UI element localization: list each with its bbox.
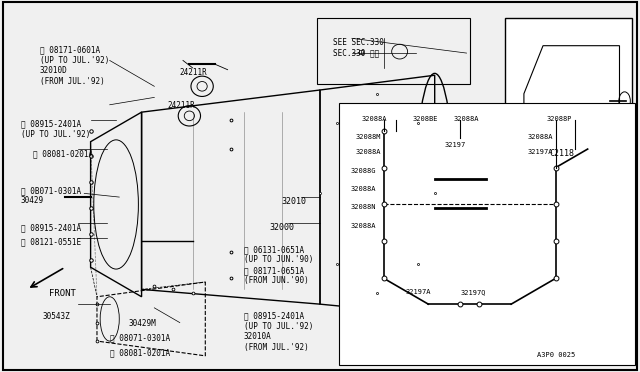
Text: Ⓑ 08081-0201A: Ⓑ 08081-0201A [33, 149, 93, 158]
Text: Ⓑ 08071-0301A: Ⓑ 08071-0301A [109, 334, 170, 343]
Text: 32197A: 32197A [527, 149, 552, 155]
FancyBboxPatch shape [505, 18, 632, 180]
Text: 32088P: 32088P [546, 116, 572, 122]
Text: 32197Q: 32197Q [460, 289, 486, 295]
Text: 30429M: 30429M [129, 319, 157, 328]
Text: FRONT: FRONT [49, 289, 76, 298]
Text: C2118: C2118 [550, 149, 575, 158]
Text: 32088M: 32088M [355, 134, 381, 140]
Text: 32088N: 32088N [351, 205, 376, 211]
Text: Ⓑ 08171-0601A
(UP TO JUL.'92)
32010D
(FROM JUL.'92): Ⓑ 08171-0601A (UP TO JUL.'92) 32010D (FR… [40, 46, 109, 86]
Text: 32088A: 32088A [351, 223, 376, 229]
Text: A3P0 0025: A3P0 0025 [537, 352, 575, 358]
Text: Ⓑ 08081-0201A: Ⓑ 08081-0201A [109, 349, 170, 357]
Text: Ⓑ 0B071-0301A
30429: Ⓑ 0B071-0301A 30429 [20, 186, 81, 205]
Text: 32088G: 32088G [351, 167, 376, 174]
Text: 30543Z: 30543Z [43, 311, 70, 321]
Text: Ⓦ 08915-2401A
(UP TO JUL.'92)
32010A
(FROM JUL.'92): Ⓦ 08915-2401A (UP TO JUL.'92) 32010A (FR… [244, 311, 313, 352]
FancyBboxPatch shape [339, 103, 636, 365]
Text: 32197A: 32197A [406, 289, 431, 295]
Text: 32088A: 32088A [355, 149, 381, 155]
Text: Ⓦ 08915-2401A
(UP TO JUL.'92): Ⓦ 08915-2401A (UP TO JUL.'92) [20, 119, 90, 139]
Text: 24211R: 24211R [180, 68, 207, 77]
Text: SEE SEC.330
SEC.330 参照: SEE SEC.330 SEC.330 参照 [333, 38, 383, 58]
Text: 32197: 32197 [444, 142, 465, 148]
Text: 32000: 32000 [269, 223, 294, 232]
Text: 32088A: 32088A [362, 116, 387, 122]
Text: 32088A: 32088A [351, 186, 376, 192]
Text: 3208BE: 3208BE [412, 116, 438, 122]
Text: Ⓑ 08121-0551E: Ⓑ 08121-0551E [20, 238, 81, 247]
Text: 32088A: 32088A [527, 134, 552, 140]
Text: 24211R: 24211R [167, 101, 195, 110]
Text: 32010: 32010 [282, 197, 307, 206]
Text: Ⓑ 06131-0651A
(UP TO JUN.'90)
ⓓ 08171-0651A
(FROM JUN.'90): Ⓑ 06131-0651A (UP TO JUN.'90) ⓓ 08171-06… [244, 245, 313, 285]
Text: 32088A: 32088A [454, 116, 479, 122]
Text: Ⓥ 08915-2401A: Ⓥ 08915-2401A [20, 223, 81, 232]
